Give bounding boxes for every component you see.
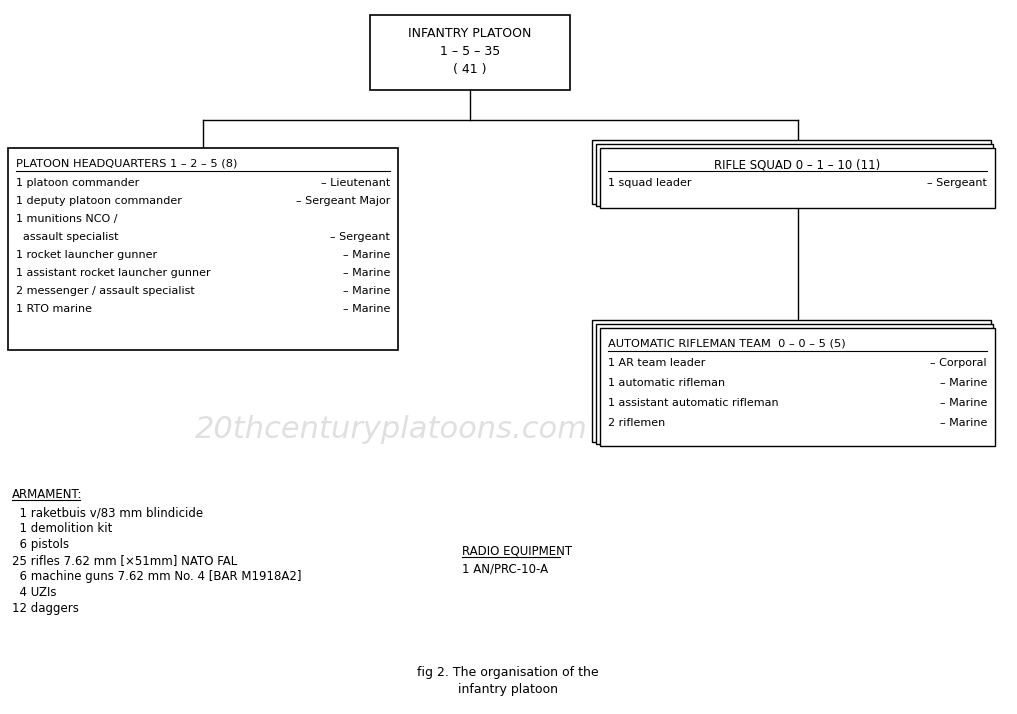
Text: 1 AR team leader: 1 AR team leader (608, 358, 706, 368)
Text: 2 messenger / assault specialist: 2 messenger / assault specialist (16, 286, 194, 296)
Text: 20thcenturyplatoons.com: 20thcenturyplatoons.com (195, 416, 588, 445)
Text: – Marine: – Marine (343, 268, 390, 278)
Bar (600, 148, 995, 208)
Text: infantry platoon: infantry platoon (458, 683, 558, 696)
Text: 12 daggers: 12 daggers (12, 602, 79, 615)
Text: 1 RTO marine: 1 RTO marine (16, 304, 92, 314)
Text: 1 raketbuis v/83 mm blindicide: 1 raketbuis v/83 mm blindicide (12, 506, 203, 519)
Text: – Marine: – Marine (343, 286, 390, 296)
Text: – Corporal: – Corporal (931, 358, 988, 368)
Bar (600, 328, 995, 446)
Text: – Marine: – Marine (343, 250, 390, 260)
Text: 2 riflemen: 2 riflemen (608, 418, 665, 428)
Bar (596, 324, 993, 444)
Bar (592, 320, 991, 442)
Bar (370, 15, 570, 90)
Bar (596, 144, 993, 206)
Text: – Sergeant: – Sergeant (331, 232, 390, 242)
Text: 1 platoon commander: 1 platoon commander (16, 178, 139, 188)
Text: 1 – 5 – 35: 1 – 5 – 35 (440, 45, 500, 58)
Text: 1 automatic rifleman: 1 automatic rifleman (608, 378, 725, 388)
Text: 1 munitions NCO /: 1 munitions NCO / (16, 214, 118, 224)
Text: – Sergeant: – Sergeant (928, 178, 988, 188)
Text: 6 pistols: 6 pistols (12, 538, 69, 551)
Text: – Lieutenant: – Lieutenant (320, 178, 390, 188)
Text: AUTOMATIC RIFLEMAN TEAM  0 – 0 – 5 (5): AUTOMATIC RIFLEMAN TEAM 0 – 0 – 5 (5) (608, 338, 845, 348)
Text: RADIO EQUIPMENT: RADIO EQUIPMENT (462, 545, 573, 558)
Text: ARMAMENT:: ARMAMENT: (12, 488, 82, 501)
Text: – Marine: – Marine (940, 378, 988, 388)
Text: RIFLE SQUAD 0 – 1 – 10 (11): RIFLE SQUAD 0 – 1 – 10 (11) (714, 158, 881, 171)
Text: ( 41 ): ( 41 ) (454, 63, 487, 76)
Bar (8, 148, 398, 350)
Text: 1 squad leader: 1 squad leader (608, 178, 692, 188)
Bar (592, 140, 991, 204)
Text: 1 rocket launcher gunner: 1 rocket launcher gunner (16, 250, 157, 260)
Text: 1 demolition kit: 1 demolition kit (12, 522, 112, 535)
Text: – Marine: – Marine (940, 418, 988, 428)
Text: 4 UZIs: 4 UZIs (12, 586, 57, 599)
Text: 1 deputy platoon commander: 1 deputy platoon commander (16, 196, 182, 206)
Text: INFANTRY PLATOON: INFANTRY PLATOON (408, 27, 532, 40)
Text: 1 AN/PRC-10-A: 1 AN/PRC-10-A (462, 563, 548, 576)
Text: – Marine: – Marine (940, 398, 988, 408)
Text: PLATOON HEADQUARTERS 1 – 2 – 5 (8): PLATOON HEADQUARTERS 1 – 2 – 5 (8) (16, 158, 237, 168)
Text: fig 2. The organisation of the: fig 2. The organisation of the (417, 666, 599, 679)
Text: – Marine: – Marine (343, 304, 390, 314)
Text: 6 machine guns 7.62 mm No. 4 [BAR M1918A2]: 6 machine guns 7.62 mm No. 4 [BAR M1918A… (12, 570, 301, 583)
Text: 1 assistant rocket launcher gunner: 1 assistant rocket launcher gunner (16, 268, 211, 278)
Text: – Sergeant Major: – Sergeant Major (296, 196, 390, 206)
Text: 1 assistant automatic rifleman: 1 assistant automatic rifleman (608, 398, 779, 408)
Text: 25 rifles 7.62 mm [×51mm] NATO FAL: 25 rifles 7.62 mm [×51mm] NATO FAL (12, 554, 237, 567)
Text: assault specialist: assault specialist (16, 232, 119, 242)
